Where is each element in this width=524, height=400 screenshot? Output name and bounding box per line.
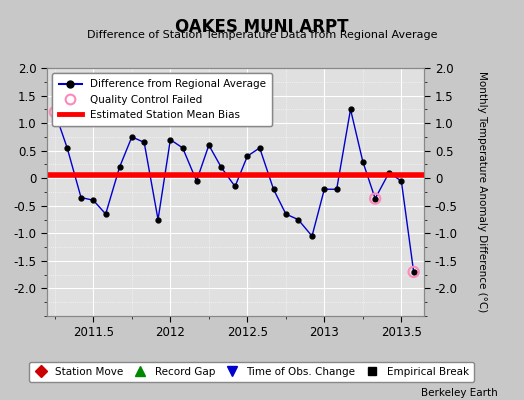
Y-axis label: Monthly Temperature Anomaly Difference (°C): Monthly Temperature Anomaly Difference (…	[477, 71, 487, 313]
Point	[371, 196, 379, 202]
Point	[409, 269, 418, 275]
Legend: Difference from Regional Average, Quality Control Failed, Estimated Station Mean: Difference from Regional Average, Qualit…	[52, 73, 272, 126]
Text: OAKES MUNI ARPT: OAKES MUNI ARPT	[175, 18, 349, 36]
Text: Difference of Station Temperature Data from Regional Average: Difference of Station Temperature Data f…	[87, 30, 437, 40]
Point	[51, 109, 59, 115]
Text: Berkeley Earth: Berkeley Earth	[421, 388, 498, 398]
Legend: Station Move, Record Gap, Time of Obs. Change, Empirical Break: Station Move, Record Gap, Time of Obs. C…	[29, 362, 474, 382]
